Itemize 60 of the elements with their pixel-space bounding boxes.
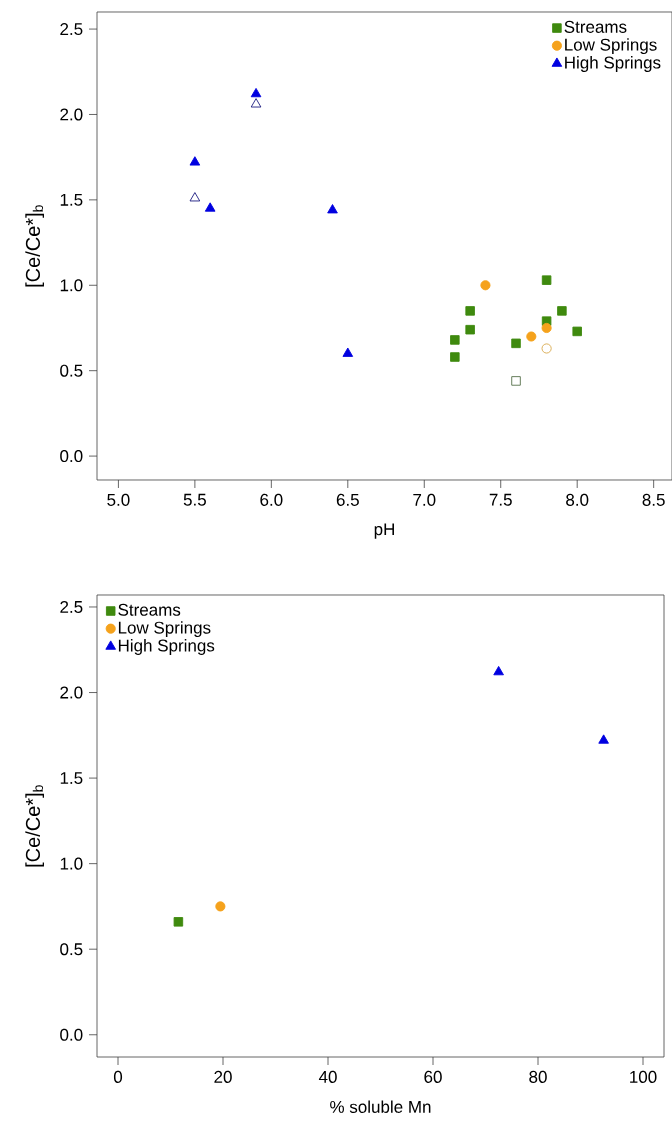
- y-tick-label: 0.0: [60, 450, 83, 463]
- point: [327, 204, 338, 214]
- point: [557, 306, 567, 316]
- point: [598, 734, 609, 744]
- x-tick-label: 80: [529, 1070, 547, 1083]
- point: [173, 917, 184, 927]
- x-axis-title: pH: [374, 523, 394, 539]
- x-tick-label: 6.5: [336, 493, 359, 506]
- y-tick-label: 0.5: [60, 364, 83, 377]
- y-tick-label: 2.0: [60, 686, 83, 699]
- x-tick-label: 5.5: [183, 493, 206, 506]
- x-tick-label: 0: [113, 1070, 123, 1083]
- point: [511, 376, 521, 386]
- x-tick-label: 6.0: [260, 493, 283, 506]
- point: [511, 338, 521, 349]
- point: [465, 306, 475, 316]
- legend-label: Streams: [564, 20, 627, 33]
- legend-label: Streams: [118, 603, 181, 616]
- x-tick-label: 40: [318, 1070, 337, 1083]
- point: [204, 202, 216, 212]
- y-tick-label: 0.5: [60, 943, 83, 956]
- y-tick-label: 1.0: [60, 279, 83, 292]
- y-tick-label: 1.5: [60, 772, 83, 785]
- point: [250, 98, 262, 108]
- point: [189, 192, 201, 202]
- point: [526, 331, 537, 342]
- y-tick-label: 2.0: [60, 108, 83, 121]
- x-tick-label: 100: [630, 1070, 657, 1083]
- point: [541, 275, 552, 285]
- x-tick-label: 20: [214, 1070, 232, 1083]
- x-tick-label: 8.0: [566, 493, 589, 506]
- point: [572, 326, 582, 337]
- point: [215, 901, 226, 912]
- point: [541, 322, 552, 334]
- y-tick-label: 2.5: [60, 23, 83, 36]
- point: [450, 335, 460, 345]
- x-tick-label: 8.5: [642, 493, 665, 506]
- y-tick-label: 2.5: [60, 600, 83, 613]
- y-tick-label: 1.5: [60, 193, 83, 206]
- point: [465, 324, 475, 335]
- point: [493, 665, 504, 676]
- y-axis-title: [Ce/Ce*]$_{b}$: [25, 785, 44, 867]
- legend-label: Low Springs: [118, 621, 211, 638]
- legend-label: High Springs: [118, 639, 215, 655]
- y-axis-title: [Ce/Ce*]$_{b}$: [25, 205, 44, 287]
- x-tick-label: 60: [424, 1070, 442, 1083]
- x-tick-label: 7.5: [489, 493, 512, 506]
- legend-label: High Springs: [565, 56, 661, 72]
- point: [541, 343, 552, 354]
- point: [189, 156, 201, 166]
- y-tick-label: 1.0: [60, 857, 83, 870]
- x-axis-title: % soluble Mn: [330, 1100, 431, 1113]
- x-tick-label: 7.0: [413, 493, 436, 506]
- y-tick-label: 0.0: [60, 1028, 83, 1041]
- point: [450, 352, 460, 362]
- legend-label: Low Springs: [565, 38, 657, 55]
- point: [250, 87, 262, 98]
- x-tick-label: 5.0: [107, 493, 130, 506]
- point: [480, 280, 491, 291]
- point: [342, 347, 354, 357]
